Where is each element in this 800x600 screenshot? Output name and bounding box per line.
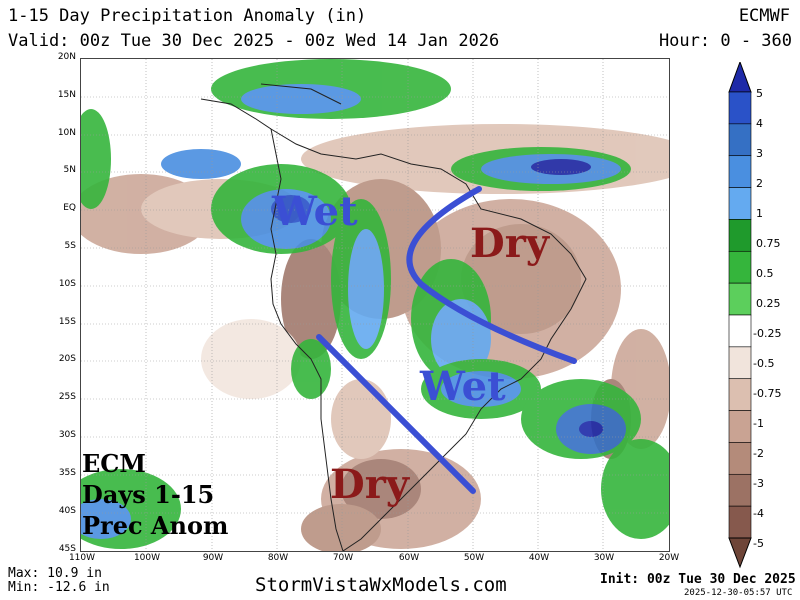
colorbar-swatch (728, 91, 752, 125)
colorbar-swatch (728, 346, 752, 380)
colorbar-label: -5 (753, 537, 764, 550)
colorbar-swatch (728, 410, 752, 443)
site-watermark: StormVistaWxModels.com (255, 574, 507, 596)
colorbar-swatch (728, 155, 752, 188)
lat-label: 20S (58, 354, 76, 364)
colorbar-swatch (728, 123, 752, 157)
lat-label: 10N (57, 128, 76, 138)
lon-label: 40W (528, 553, 550, 563)
wet-anomaly-shading (81, 59, 669, 549)
map-title: 1-15 Day Precipitation Anomaly (in) (8, 6, 367, 26)
central-america-coastline (200, 83, 342, 130)
lat-label: 30S (58, 430, 76, 440)
colorbar-swatch (728, 442, 752, 475)
lat-label: 35S (58, 468, 76, 478)
lon-label: 20W (658, 553, 680, 563)
north-boundary-line (406, 186, 577, 364)
colorbar-label: -0.5 (753, 357, 775, 370)
colorbar-top-arrow (728, 62, 752, 93)
colorbar-label: 2 (756, 177, 763, 190)
colorbar-swatch (728, 473, 752, 507)
colorbar-swatch (728, 378, 752, 411)
caption-line-3: Prec Anom (82, 511, 229, 540)
model-name: ECMWF (738, 6, 790, 26)
lat-label: 45S (58, 544, 76, 554)
colorbar-label: 4 (756, 117, 763, 130)
dry-south-label: Dry (330, 461, 410, 508)
lat-label: 15S (58, 317, 76, 327)
lat-label: 5N (63, 165, 76, 175)
colorbar-label: 1 (756, 207, 763, 220)
valid-period: Valid: 00z Tue 30 Dec 2025 - 00z Wed 14 … (8, 31, 500, 51)
colorbar-label: -0.25 (753, 327, 782, 340)
wet-north-label: Wet (272, 188, 358, 235)
generated-timestamp: 2025-12-30-05:57 UTC (684, 588, 793, 598)
dry-north-label: Dry (470, 220, 550, 267)
colorbar-bottom-arrow (728, 537, 752, 569)
colorbar-label: 0.75 (756, 237, 781, 250)
colorbar: 5 4 3 2 1 0.75 0.5 0.25 -0.25 -0.5 -0.75 -1 -2 -3 -4 -5 (725, 62, 795, 572)
colorbar-label: -3 (753, 477, 764, 490)
colorbar-label: 0.25 (756, 297, 781, 310)
colorbar-label: 5 (756, 87, 763, 100)
colorbar-swatch (728, 282, 752, 316)
colorbar-label: 0.5 (756, 267, 774, 280)
colorbar-swatch (728, 314, 752, 348)
min-value: Min: -12.6 in (8, 580, 110, 595)
south-boundary-line (316, 334, 476, 494)
max-value: Max: 10.9 in (8, 566, 102, 581)
colorbar-swatch (728, 250, 752, 284)
caption-line-1: ECM (82, 449, 146, 478)
colorbar-label: 3 (756, 147, 763, 160)
map-canvas (81, 59, 669, 551)
colorbar-swatches (728, 62, 752, 569)
wet-south-label: Wet (420, 363, 506, 410)
lon-label: 30W (593, 553, 615, 563)
lat-label: 20N (57, 52, 76, 62)
lon-label: 80W (267, 553, 289, 563)
model-caption: ECM Days 1-15 Prec Anom (82, 448, 228, 541)
caption-line-2: Days 1-15 (82, 480, 215, 509)
lat-label: 40S (58, 506, 76, 516)
lon-label: 60W (398, 553, 420, 563)
lon-label: 90W (202, 553, 224, 563)
lon-label: 110W (68, 553, 96, 563)
lon-label: 70W (332, 553, 354, 563)
precip-anomaly-map (80, 58, 670, 552)
south-america-coastline (270, 127, 587, 551)
colorbar-label: -2 (753, 447, 764, 460)
colorbar-label: -4 (753, 507, 764, 520)
annotation-lines (316, 186, 577, 494)
colorbar-swatch (728, 187, 752, 220)
lat-label: 25S (58, 392, 76, 402)
lat-label: 5S (64, 241, 76, 251)
forecast-hours: Hour: 0 - 360 (658, 31, 792, 51)
colorbar-swatch (728, 219, 752, 252)
lat-label: 15N (57, 90, 76, 100)
lon-label: 100W (133, 553, 161, 563)
lat-label: EQ (63, 203, 76, 213)
colorbar-swatch (728, 505, 752, 539)
lat-label: 10S (58, 279, 76, 289)
lon-label: 50W (463, 553, 485, 563)
colorbar-label: -1 (753, 417, 764, 430)
init-time: Init: 00z Tue 30 Dec 2025 (600, 572, 796, 587)
colorbar-label: -0.75 (753, 387, 782, 400)
